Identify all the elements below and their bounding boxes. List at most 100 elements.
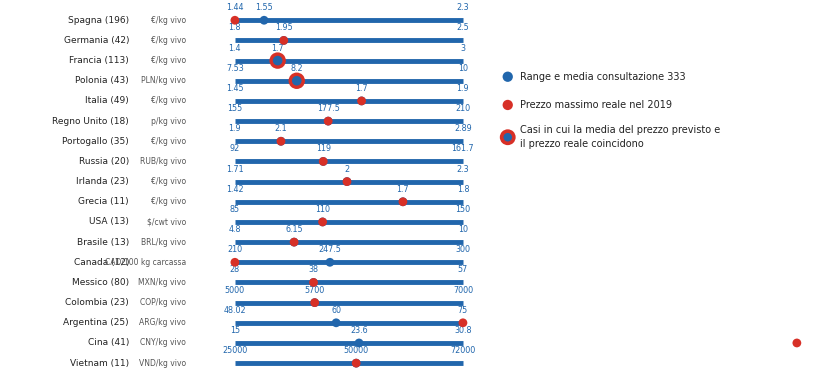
Text: il prezzo reale coincidono: il prezzo reale coincidono: [519, 139, 643, 149]
Point: [228, 17, 241, 23]
Text: 2.3: 2.3: [456, 3, 468, 12]
Text: BRL/kg vivo: BRL/kg vivo: [141, 238, 186, 247]
Point: [274, 138, 287, 144]
Text: 2: 2: [344, 165, 349, 174]
Text: 7000: 7000: [452, 285, 473, 294]
Point: [271, 58, 284, 64]
Point: [352, 340, 365, 346]
Point: [290, 78, 303, 84]
Text: 2.5: 2.5: [456, 23, 468, 32]
Text: 1.4: 1.4: [229, 44, 241, 53]
Point: [790, 340, 803, 346]
Point: [355, 98, 368, 104]
Point: [396, 199, 409, 205]
Text: 2.1: 2.1: [274, 124, 287, 133]
Text: 155: 155: [227, 104, 242, 113]
Text: 5000: 5000: [224, 285, 245, 294]
Point: [290, 78, 303, 84]
Text: 1.71: 1.71: [226, 165, 243, 174]
Text: Colombia (23): Colombia (23): [66, 298, 129, 307]
Point: [340, 179, 353, 185]
Point: [500, 134, 514, 140]
Text: Messico (80): Messico (80): [72, 278, 129, 287]
Text: 1.7: 1.7: [271, 44, 283, 53]
Text: 50000: 50000: [343, 346, 369, 355]
Text: 57: 57: [457, 265, 468, 274]
Point: [315, 219, 328, 225]
Text: Germania (42): Germania (42): [63, 36, 129, 45]
Text: Prezzo massimo reale nel 2019: Prezzo massimo reale nel 2019: [519, 100, 671, 110]
Text: 1.44: 1.44: [226, 3, 243, 12]
Text: ARG/kg vivo: ARG/kg vivo: [139, 318, 186, 327]
Text: 25000: 25000: [222, 346, 247, 355]
Text: Irlanda (23): Irlanda (23): [76, 177, 129, 186]
Point: [308, 300, 321, 306]
Text: Russia (20): Russia (20): [79, 157, 129, 166]
Text: 110: 110: [314, 205, 330, 214]
Text: Vietnam (11): Vietnam (11): [70, 359, 129, 368]
Text: Italia (49): Italia (49): [85, 96, 129, 105]
Text: 1.45: 1.45: [226, 84, 243, 93]
Point: [277, 38, 290, 44]
Point: [290, 78, 303, 84]
Text: Portogallo (35): Portogallo (35): [62, 137, 129, 146]
Point: [456, 320, 469, 326]
Point: [306, 279, 319, 285]
Point: [500, 74, 514, 80]
Text: RUB/kg vivo: RUB/kg vivo: [139, 157, 186, 166]
Text: 6.15: 6.15: [285, 225, 302, 234]
Text: €/kg vivo: €/kg vivo: [151, 96, 186, 105]
Text: €/kg vivo: €/kg vivo: [151, 177, 186, 186]
Text: 119: 119: [315, 144, 330, 153]
Point: [329, 320, 342, 326]
Text: 1.9: 1.9: [456, 84, 468, 93]
Point: [323, 259, 336, 265]
Point: [321, 118, 334, 124]
Text: 1.7: 1.7: [355, 84, 368, 93]
Text: 23.6: 23.6: [350, 326, 368, 335]
Text: 300: 300: [455, 245, 470, 254]
Text: Cina (41): Cina (41): [88, 338, 129, 347]
Text: 210: 210: [227, 245, 242, 254]
Text: €/kg vivo: €/kg vivo: [151, 16, 186, 25]
Text: USA (13): USA (13): [89, 217, 129, 226]
Text: €/kg vivo: €/kg vivo: [151, 197, 186, 206]
Text: 1.9: 1.9: [229, 124, 241, 133]
Text: 8.2: 8.2: [290, 64, 303, 73]
Point: [355, 98, 368, 104]
Point: [340, 179, 353, 185]
Point: [316, 158, 329, 164]
Text: Range e media consultazione 333: Range e media consultazione 333: [519, 72, 685, 82]
Text: MXN/kg vivo: MXN/kg vivo: [138, 278, 186, 287]
Text: Brasile (13): Brasile (13): [77, 238, 129, 247]
Point: [271, 58, 284, 64]
Text: Regno Unito (18): Regno Unito (18): [52, 117, 129, 126]
Text: 5700: 5700: [304, 285, 324, 294]
Point: [315, 219, 328, 225]
Point: [287, 239, 301, 245]
Text: 30.8: 30.8: [454, 326, 471, 335]
Text: 210: 210: [455, 104, 470, 113]
Text: PLN/kg vivo: PLN/kg vivo: [141, 76, 186, 85]
Point: [500, 102, 514, 108]
Text: 85: 85: [229, 205, 240, 214]
Text: $/cwt vivo: $/cwt vivo: [147, 217, 186, 226]
Text: 1.55: 1.55: [255, 3, 273, 12]
Text: Argentina (25): Argentina (25): [63, 318, 129, 327]
Text: Francia (113): Francia (113): [69, 56, 129, 65]
Text: Casi in cui la media del prezzo previsto e: Casi in cui la media del prezzo previsto…: [519, 125, 719, 135]
Point: [396, 199, 409, 205]
Text: 3: 3: [460, 44, 465, 53]
Point: [274, 138, 287, 144]
Text: 1.95: 1.95: [274, 23, 292, 32]
Text: 1.8: 1.8: [456, 185, 468, 194]
Text: 177.5: 177.5: [316, 104, 339, 113]
Text: 1.42: 1.42: [226, 185, 243, 194]
Text: Grecia (11): Grecia (11): [79, 197, 129, 206]
Text: CNY/kg vivo: CNY/kg vivo: [140, 338, 186, 347]
Point: [287, 239, 301, 245]
Text: 247.5: 247.5: [318, 245, 341, 254]
Text: €/kg vivo: €/kg vivo: [151, 137, 186, 146]
Text: 75: 75: [457, 306, 468, 315]
Text: 15: 15: [229, 326, 240, 335]
